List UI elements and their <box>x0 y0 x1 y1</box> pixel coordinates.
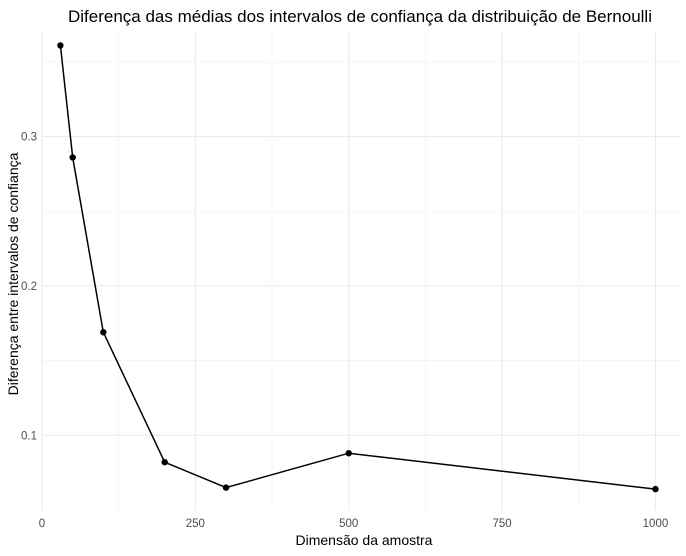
series-group <box>57 42 659 493</box>
x-axis-label: Dimensão da amostra <box>296 532 433 548</box>
data-point <box>57 42 64 49</box>
y-tick-label: 0.1 <box>21 430 37 442</box>
data-point <box>222 484 230 491</box>
major-gridlines <box>41 32 680 510</box>
y-tick-label: 0.2 <box>21 281 37 293</box>
x-tick-label: 0 <box>39 518 45 530</box>
data-point <box>69 154 76 161</box>
x-tick-label: 750 <box>493 518 512 530</box>
data-point <box>100 329 107 336</box>
minor-gridlines <box>42 32 680 510</box>
chart-title: Diferença das médias dos intervalos de c… <box>68 7 652 26</box>
x-tick-label: 500 <box>339 518 358 530</box>
y-tick-label: 0.3 <box>21 132 37 144</box>
x-axis-ticks: 0 250 500 750 1000 <box>39 518 668 530</box>
data-point <box>161 459 168 466</box>
data-point <box>345 450 352 457</box>
series-line <box>59 45 656 490</box>
data-point <box>652 485 659 493</box>
y-axis-ticks: 0.1 0.2 0.3 <box>21 132 37 443</box>
x-tick-label: 250 <box>186 518 205 530</box>
x-tick-label: 1000 <box>643 518 669 530</box>
y-axis-label: Diferença entre intervalos de confiança <box>5 152 21 395</box>
